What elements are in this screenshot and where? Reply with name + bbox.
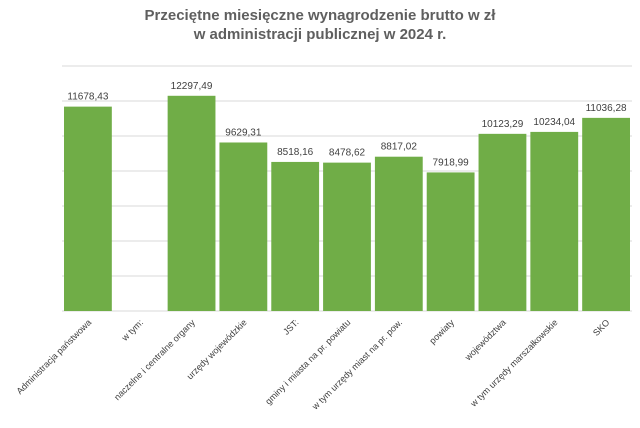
chart-title-line-1: Przeciętne miesięczne wynagrodzenie brut… [144,7,496,24]
data-label: 8817,02 [381,142,418,153]
category-label: SKO [591,317,612,338]
data-label: 12297,49 [171,81,213,92]
bar [64,106,112,311]
bar [271,161,320,311]
bar [374,156,423,311]
data-label: 7918,99 [433,157,470,168]
bar [219,142,268,311]
bar [426,172,475,311]
category-label: Administracja państwowa [14,317,93,396]
bar [478,133,527,311]
chart-title: Przeciętne miesięczne wynagrodzenie brut… [0,6,640,44]
category-label: województwa [462,317,508,363]
bars [64,95,630,312]
bar [530,131,579,311]
data-label: 9629,31 [225,127,262,138]
category-label: w tym: [119,317,145,343]
category-label: JST: [281,317,300,336]
category-label: powiaty [427,317,456,346]
category-label: gminy i miasta na pr. powiatu [263,317,352,406]
category-label: w tym urzędy miast na pr. pow. [309,317,404,412]
bar [323,162,371,311]
data-label: 10123,29 [482,119,524,130]
value-labels: 11678,43 12297,49 9629,31 8518,16 8478,62 881… [67,81,627,169]
data-label: 10234,04 [533,117,575,128]
bar [582,117,630,311]
bar [167,95,216,312]
category-labels: Administracja państwowa w tym:naczelne i … [14,317,611,412]
chart-title-line-2: w administracji publicznej w 2024 r. [193,26,447,43]
data-label: 11036,28 [586,103,627,114]
data-label: 11678,43 [67,92,108,103]
data-label: 8478,62 [329,148,366,159]
category-label: w tym urzędy marszałkowskie [468,317,560,409]
data-label: 8518,16 [277,147,314,158]
